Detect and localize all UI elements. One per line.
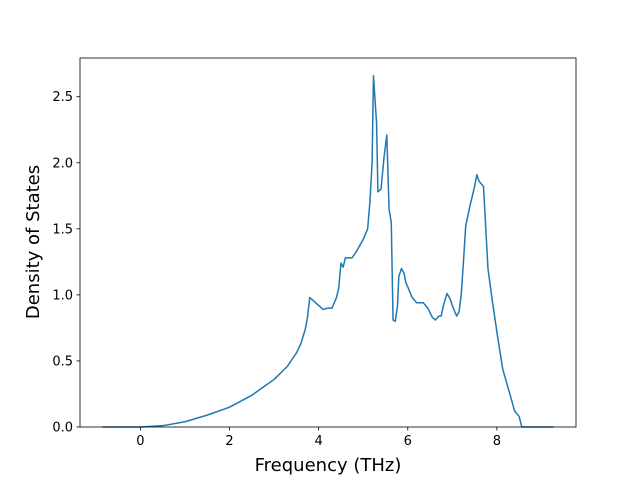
y-tick-label: 0.0 xyxy=(52,421,73,436)
y-tick-label: 2.5 xyxy=(52,90,73,105)
y-tick-label: 2.0 xyxy=(52,156,73,171)
x-axis-label: Frequency (THz) xyxy=(255,455,402,476)
x-tick-label: 4 xyxy=(315,434,323,449)
x-tick-label: 8 xyxy=(493,434,501,449)
x-tick-label: 2 xyxy=(225,434,233,449)
line xyxy=(102,74,554,428)
plot-frame xyxy=(79,57,577,428)
y-tick-label: 0.5 xyxy=(52,354,73,369)
y-tick-label: 1.5 xyxy=(52,222,73,237)
x-tick-label: 6 xyxy=(404,434,412,449)
y-tick-label: 1.0 xyxy=(52,288,73,303)
y-axis-label: Density of States xyxy=(23,165,44,319)
x-tick-label: 0 xyxy=(136,434,144,449)
